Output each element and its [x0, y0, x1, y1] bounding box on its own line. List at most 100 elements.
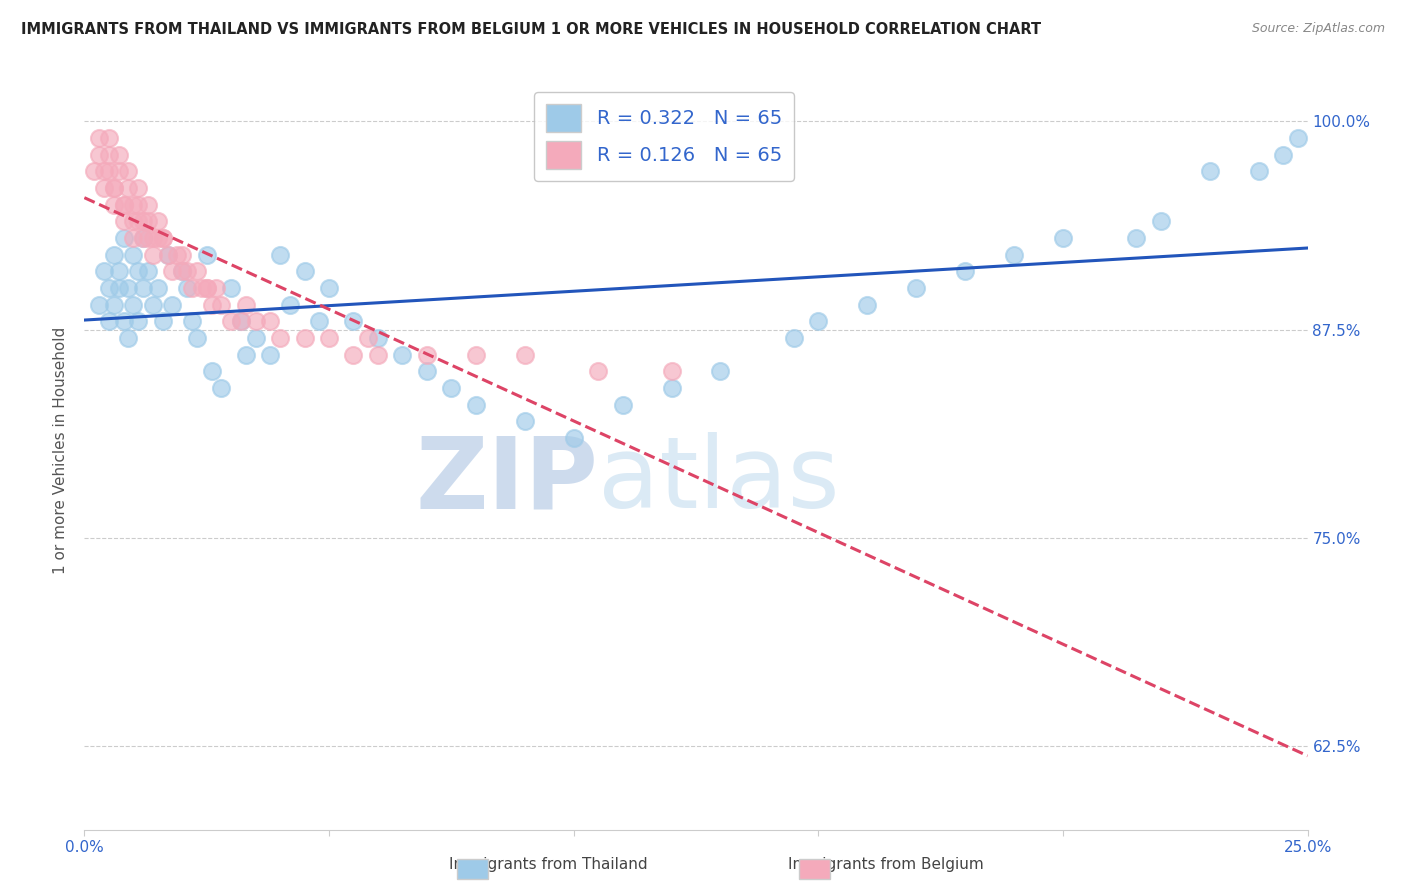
Point	[308, 314, 330, 328]
Point	[200, 364, 222, 378]
Text: Immigrants from Thailand: Immigrants from Thailand	[449, 857, 648, 872]
Point	[219, 281, 242, 295]
Point	[1002, 247, 1025, 261]
Point	[136, 214, 159, 228]
Point	[112, 197, 135, 211]
Point	[367, 348, 389, 362]
Point	[856, 298, 879, 312]
Point	[269, 331, 291, 345]
Point	[186, 264, 208, 278]
Point	[807, 314, 830, 328]
Point	[136, 231, 159, 245]
Point	[103, 181, 125, 195]
Point	[162, 264, 184, 278]
Point	[783, 331, 806, 345]
Point	[278, 298, 301, 312]
Point	[294, 264, 316, 278]
Point	[83, 164, 105, 178]
Point	[87, 131, 110, 145]
Point	[186, 331, 208, 345]
Point	[209, 381, 232, 395]
Point	[103, 181, 125, 195]
Point	[176, 264, 198, 278]
Point	[357, 331, 380, 345]
Point	[1198, 164, 1220, 178]
Text: ZIP: ZIP	[415, 433, 598, 529]
Y-axis label: 1 or more Vehicles in Household: 1 or more Vehicles in Household	[53, 326, 69, 574]
Point	[1272, 147, 1295, 161]
Point	[318, 281, 340, 295]
Point	[195, 281, 218, 295]
Point	[209, 298, 232, 312]
Point	[97, 281, 120, 295]
Point	[181, 314, 204, 328]
Point	[132, 214, 155, 228]
Point	[440, 381, 463, 395]
Point	[142, 298, 165, 312]
Point	[245, 314, 267, 328]
Point	[112, 197, 135, 211]
Point	[87, 298, 110, 312]
Point	[152, 314, 174, 328]
Point	[235, 348, 257, 362]
Point	[107, 281, 129, 295]
Point	[127, 214, 149, 228]
Point	[513, 414, 536, 428]
Point	[122, 231, 145, 245]
Text: IMMIGRANTS FROM THAILAND VS IMMIGRANTS FROM BELGIUM 1 OR MORE VEHICLES IN HOUSEH: IMMIGRANTS FROM THAILAND VS IMMIGRANTS F…	[21, 22, 1042, 37]
Point	[103, 247, 125, 261]
Point	[905, 281, 928, 295]
Point	[391, 348, 413, 362]
Point	[162, 298, 184, 312]
Text: Immigrants from Belgium: Immigrants from Belgium	[787, 857, 984, 872]
Point	[132, 231, 155, 245]
Point	[122, 214, 145, 228]
Point	[122, 298, 145, 312]
Point	[97, 131, 120, 145]
Point	[172, 264, 194, 278]
Point	[142, 231, 165, 245]
Point	[152, 231, 174, 245]
Point	[127, 264, 149, 278]
Point	[132, 231, 155, 245]
Point	[117, 281, 139, 295]
Point	[93, 164, 115, 178]
Point	[156, 247, 179, 261]
Point	[172, 264, 194, 278]
Point	[122, 197, 145, 211]
Point	[117, 331, 139, 345]
Point	[953, 264, 976, 278]
Point	[294, 331, 316, 345]
Legend: R = 0.322   N = 65, R = 0.126   N = 65: R = 0.322 N = 65, R = 0.126 N = 65	[534, 93, 793, 180]
Point	[127, 314, 149, 328]
Point	[269, 247, 291, 261]
Point	[112, 231, 135, 245]
Point	[195, 281, 218, 295]
Point	[181, 281, 204, 295]
Point	[127, 181, 149, 195]
Point	[103, 298, 125, 312]
Point	[191, 281, 214, 295]
Point	[87, 147, 110, 161]
Point	[219, 314, 242, 328]
Point	[1286, 131, 1309, 145]
Point	[205, 281, 228, 295]
Point	[318, 331, 340, 345]
Point	[146, 281, 169, 295]
Point	[97, 164, 120, 178]
Point	[661, 381, 683, 395]
Point	[176, 281, 198, 295]
Point	[117, 181, 139, 195]
Point	[103, 197, 125, 211]
Point	[156, 247, 179, 261]
Point	[122, 247, 145, 261]
Point	[661, 364, 683, 378]
Point	[342, 314, 364, 328]
Point	[562, 431, 585, 445]
Point	[1052, 231, 1074, 245]
Text: Source: ZipAtlas.com: Source: ZipAtlas.com	[1251, 22, 1385, 36]
Point	[245, 331, 267, 345]
Point	[107, 147, 129, 161]
Point	[259, 348, 281, 362]
Point	[709, 364, 731, 378]
